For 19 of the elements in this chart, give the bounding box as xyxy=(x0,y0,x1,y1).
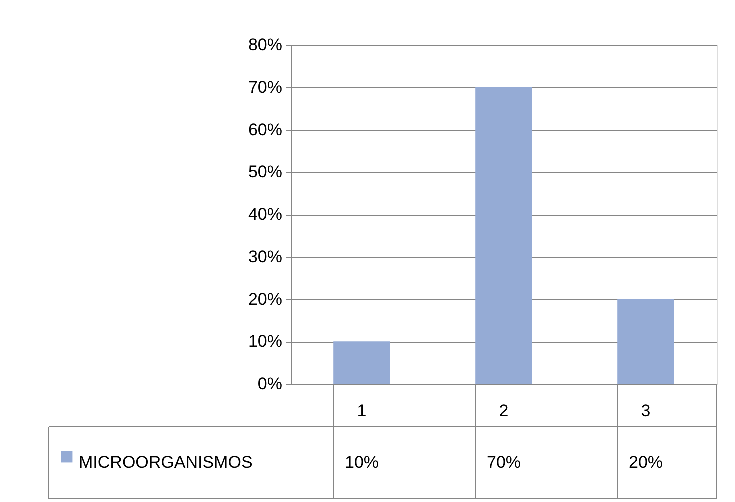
legend-label: MICROORGANISMOS xyxy=(79,453,253,472)
bar xyxy=(476,87,532,384)
y-tick-label: 70% xyxy=(248,78,282,97)
y-tick-label: 30% xyxy=(248,247,282,266)
y-tick-label: 40% xyxy=(248,205,282,224)
data-label: 70% xyxy=(486,453,522,472)
x-tick-label: 1 xyxy=(357,402,367,420)
bar xyxy=(618,299,674,384)
data-label: 10% xyxy=(344,453,380,472)
y-tick-label: 80% xyxy=(248,36,282,54)
x-tick-label: 2 xyxy=(499,402,509,420)
data-label: 20% xyxy=(628,453,664,472)
y-tick-label: 20% xyxy=(248,290,282,309)
x-tick-label: 3 xyxy=(641,402,651,420)
y-tick-label: 60% xyxy=(248,120,282,140)
bar xyxy=(334,342,390,384)
y-tick-label: 0% xyxy=(258,374,282,394)
y-tick-label: 10% xyxy=(248,332,282,352)
y-tick-label: 50% xyxy=(248,162,282,182)
